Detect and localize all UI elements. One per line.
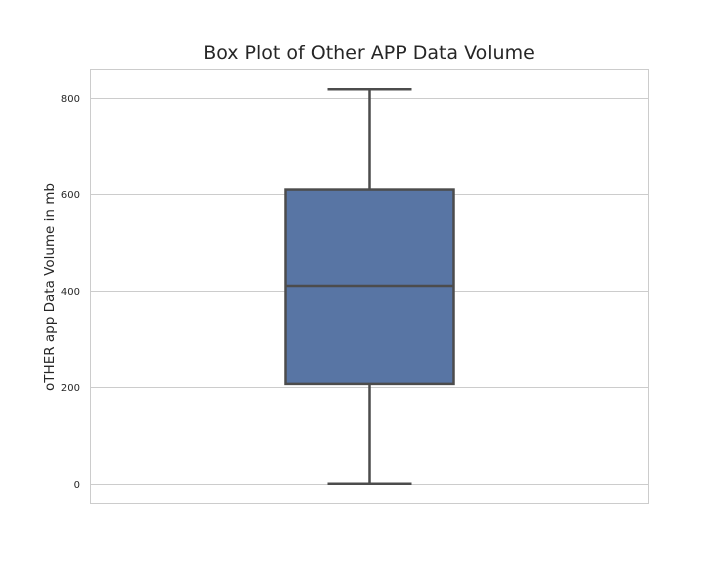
y-axis-label: oTHER app Data Volume in mb bbox=[42, 183, 58, 391]
y-tick-label-200: 200 bbox=[61, 383, 80, 394]
plot-frame bbox=[90, 69, 649, 504]
y-tick-label-0: 0 bbox=[74, 480, 80, 491]
box-group bbox=[284, 88, 455, 485]
y-tick-label-400: 400 bbox=[61, 287, 80, 298]
y-tick-labels: 0 200 400 600 800 bbox=[61, 94, 80, 491]
chart-title: Box Plot of Other APP Data Volume bbox=[203, 42, 535, 64]
y-tick-label-800: 800 bbox=[61, 94, 80, 105]
y-tick-label-600: 600 bbox=[61, 190, 80, 201]
